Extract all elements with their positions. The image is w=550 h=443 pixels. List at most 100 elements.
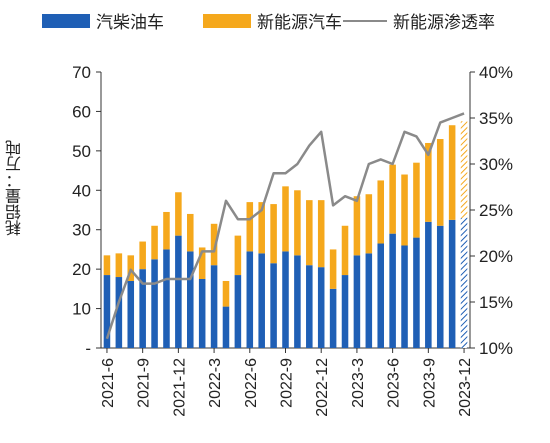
bar-gasoline bbox=[353, 255, 361, 348]
bar-gasoline bbox=[377, 243, 384, 348]
bar-nev bbox=[365, 194, 373, 254]
bar-nev bbox=[425, 142, 432, 222]
x-tick-label: 2021-12 bbox=[171, 358, 188, 417]
y2-tick-label: 35% bbox=[479, 109, 513, 128]
bar-gasoline bbox=[306, 265, 313, 348]
bar-nev bbox=[282, 186, 289, 252]
bar-gasoline bbox=[329, 288, 337, 348]
y-tick-label: 10 bbox=[72, 300, 91, 319]
bar-nev bbox=[163, 211, 170, 250]
x-tick-label: 2022-12 bbox=[314, 358, 331, 417]
bar-gasoline bbox=[365, 253, 373, 348]
legend-item-nev: 新能源汽车 bbox=[203, 8, 342, 33]
bar-gasoline bbox=[436, 225, 444, 348]
bar-nev bbox=[198, 247, 206, 279]
bar-gasoline bbox=[270, 263, 277, 348]
x-tick-label: 2021-6 bbox=[100, 358, 117, 408]
bar-gasoline bbox=[413, 237, 420, 348]
bar-gasoline bbox=[139, 269, 146, 348]
bar-gasoline bbox=[341, 275, 349, 348]
bar-gasoline bbox=[425, 221, 432, 348]
bar-nev bbox=[234, 235, 242, 276]
x-tick-label: 2023-6 bbox=[386, 358, 403, 408]
bar-nev bbox=[210, 223, 218, 266]
legend-line-penetration bbox=[343, 19, 387, 22]
bar-nev bbox=[151, 225, 158, 260]
bar-nev bbox=[270, 204, 277, 264]
bar-nev bbox=[246, 202, 254, 252]
legend-label-penetration: 新能源渗透率 bbox=[393, 13, 495, 32]
y2-tick-label: 15% bbox=[479, 293, 513, 312]
x-tick-label: 2022-3 bbox=[207, 358, 224, 408]
bar-nev bbox=[377, 180, 384, 244]
legend-item-gasoline: 汽柴油车 bbox=[42, 8, 164, 33]
legend-item-penetration: 新能源渗透率 bbox=[343, 8, 495, 33]
bar-gasoline bbox=[401, 245, 408, 348]
x-tick-label: 2023-9 bbox=[421, 358, 438, 408]
bar-nev bbox=[187, 213, 194, 252]
bar-gasoline bbox=[187, 251, 194, 348]
bar-gasoline bbox=[163, 249, 170, 348]
bar-nev bbox=[460, 121, 468, 218]
y2-tick-label: 10% bbox=[479, 339, 513, 358]
y2-tick-label: 30% bbox=[479, 155, 513, 174]
bar-nev bbox=[127, 255, 135, 281]
bar-nev bbox=[389, 164, 396, 234]
y-tick-label: 20 bbox=[72, 260, 91, 279]
y-tick-label: 30 bbox=[72, 221, 91, 240]
bar-gasoline bbox=[127, 280, 135, 348]
bar-nev bbox=[317, 200, 325, 268]
bar-gasoline bbox=[210, 265, 218, 348]
bar-nev bbox=[175, 192, 182, 236]
bar-nev bbox=[222, 280, 230, 307]
bar-gasoline bbox=[222, 306, 230, 348]
y2-tick-label: 40% bbox=[479, 63, 513, 82]
y-tick-label: 70 bbox=[72, 63, 91, 82]
x-tick-label: 2021-9 bbox=[136, 358, 153, 408]
bar-gasoline bbox=[389, 233, 396, 348]
legend-label-gasoline: 汽柴油车 bbox=[96, 13, 164, 32]
y-tick-label: - bbox=[85, 339, 91, 358]
y2-tick-label: 25% bbox=[479, 201, 513, 220]
bar-gasoline bbox=[103, 275, 111, 348]
bar-gasoline bbox=[151, 259, 158, 348]
bar-nev bbox=[353, 196, 361, 256]
bar-nev bbox=[258, 202, 265, 254]
bar-nev bbox=[115, 253, 123, 278]
bar-gasoline bbox=[198, 279, 206, 348]
y-tick-label: 60 bbox=[72, 102, 91, 121]
bar-gasoline bbox=[448, 219, 456, 348]
bar-gasoline bbox=[460, 217, 468, 348]
x-tick-label: 2022-9 bbox=[279, 358, 296, 408]
bar-gasoline bbox=[234, 275, 242, 348]
x-tick-label: 2023-12 bbox=[457, 358, 474, 417]
bar-gasoline bbox=[282, 251, 289, 348]
bar-nev bbox=[139, 241, 146, 270]
bar-gasoline bbox=[246, 251, 254, 348]
legend-swatch-nev bbox=[203, 13, 251, 28]
y-tick-label: 40 bbox=[72, 181, 91, 200]
bar-gasoline bbox=[294, 255, 301, 348]
bar-nev bbox=[341, 225, 349, 276]
bar-gasoline bbox=[317, 267, 325, 348]
legend: 汽柴油车 新能源汽车 新能源渗透率 bbox=[0, 8, 550, 38]
bar-nev bbox=[306, 200, 313, 266]
bar-nev bbox=[448, 125, 456, 220]
y-tick-label: 50 bbox=[72, 142, 91, 161]
bar-nev bbox=[401, 174, 408, 246]
bar-nev bbox=[294, 190, 301, 256]
legend-swatch-gasoline bbox=[42, 13, 90, 28]
bar-gasoline bbox=[115, 277, 123, 348]
legend-label-nev: 新能源汽车 bbox=[257, 13, 342, 32]
bar-gasoline bbox=[175, 235, 182, 348]
x-tick-label: 2023-3 bbox=[350, 358, 367, 408]
x-tick-label: 2022-6 bbox=[243, 358, 260, 408]
bar-nev bbox=[329, 249, 337, 289]
y2-tick-label: 20% bbox=[479, 247, 513, 266]
bar-nev bbox=[436, 139, 444, 226]
bar-gasoline bbox=[258, 253, 265, 348]
penetration-line bbox=[105, 112, 465, 340]
bar-nev bbox=[103, 255, 111, 276]
bar-nev bbox=[413, 162, 420, 238]
